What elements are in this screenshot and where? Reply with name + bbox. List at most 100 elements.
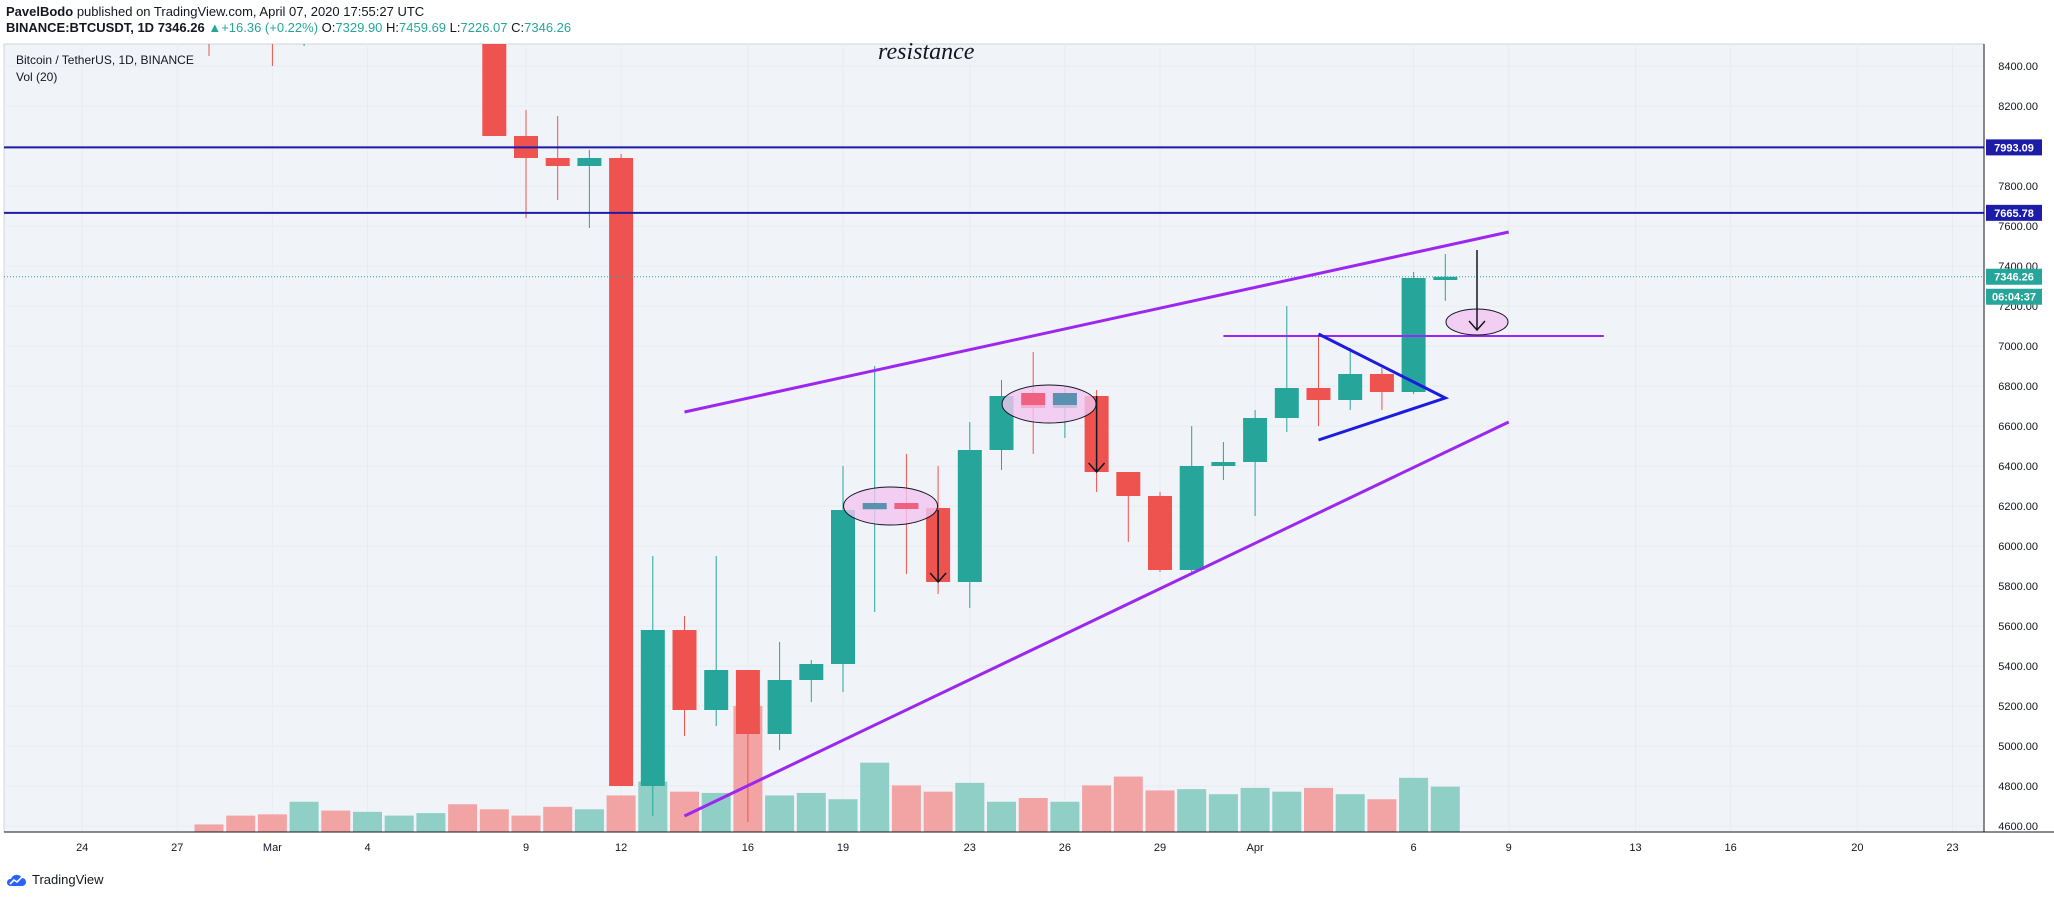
down-arrow-head[interactable] xyxy=(929,572,947,584)
time-axis[interactable]: 24 27 Mar 4 9 12 16 19 23 26 29 Apr 6 9 13 16 20 23 xyxy=(76,842,1959,854)
candle-body[interactable] xyxy=(229,6,253,26)
volume-bar xyxy=(701,792,731,832)
candle-body[interactable] xyxy=(704,670,729,710)
up-triangle-icon: ▲ xyxy=(208,20,222,35)
triangle-pattern[interactable] xyxy=(1317,332,1450,442)
volume-bar xyxy=(1304,787,1333,832)
candle-body[interactable] xyxy=(482,0,507,136)
time-tick-label: 13 xyxy=(1629,842,1641,854)
candle-body[interactable] xyxy=(640,630,665,786)
price-tick-label: 5800.00 xyxy=(1998,581,2038,593)
candle-body[interactable] xyxy=(1243,418,1268,462)
down-arrow-head[interactable] xyxy=(1468,320,1486,332)
publish-line: PavelBodo published on TradingView.com, … xyxy=(6,4,424,19)
candle-body[interactable] xyxy=(1274,388,1299,418)
time-tick-label: 24 xyxy=(76,842,88,854)
price-tick-label: 6200.00 xyxy=(1998,501,2038,513)
volume-bar xyxy=(1145,790,1175,832)
price-tick-label: 6600.00 xyxy=(1998,421,2038,433)
volume-bar xyxy=(923,791,953,832)
price-tick-label: 8400.00 xyxy=(1998,61,2038,73)
candle-body[interactable] xyxy=(1369,374,1394,392)
down-arrow-head[interactable] xyxy=(1088,462,1106,474)
time-tick-label: 4 xyxy=(364,842,370,854)
candle-body[interactable] xyxy=(831,510,855,664)
price-tick-label: 6000.00 xyxy=(1998,541,2038,553)
highlight-ellipse[interactable] xyxy=(1001,384,1097,424)
level-price-tag: 7665.78 xyxy=(1994,208,2034,220)
volume-bar xyxy=(1018,797,1048,832)
volume-bar xyxy=(1240,787,1270,832)
volume-legend: Vol (20) xyxy=(16,70,57,84)
cloud-icon xyxy=(7,874,26,886)
close-value: 7346.26 xyxy=(524,20,572,35)
volume-bar xyxy=(1177,789,1207,832)
volume-bar xyxy=(416,813,446,832)
price-change: +16.36 (+0.22%) xyxy=(221,20,319,35)
candle-body[interactable] xyxy=(1306,388,1331,400)
time-tick-label: 12 xyxy=(615,842,627,854)
author-name[interactable]: PavelBodo xyxy=(6,4,74,19)
candle-body[interactable] xyxy=(767,680,792,734)
time-tick-label: 26 xyxy=(1059,842,1071,854)
candle-body[interactable] xyxy=(197,0,221,6)
price-tick-label: 8200.00 xyxy=(1998,101,2038,113)
volume-bar xyxy=(955,782,985,832)
candle-body[interactable] xyxy=(957,450,982,582)
price-tick-label: 6800.00 xyxy=(1998,381,2038,393)
candle-body[interactable] xyxy=(545,158,570,166)
candle-body[interactable] xyxy=(577,158,602,166)
price-tick-label: 5200.00 xyxy=(1998,701,2038,713)
volume-bar xyxy=(765,795,795,832)
last-price-tag-bg xyxy=(1986,268,2042,285)
drawings[interactable] xyxy=(4,146,1984,818)
volume-bar xyxy=(257,814,287,832)
time-tick-label: 19 xyxy=(837,842,849,854)
time-tick-label: Mar xyxy=(263,842,282,854)
price-axis[interactable]: 4600.00 4800.00 5000.00 5200.00 5400.00 5600.… xyxy=(1998,61,2038,833)
time-tick-label: 16 xyxy=(742,842,754,854)
volume-bar xyxy=(543,806,573,832)
price-tick-label: 7600.00 xyxy=(1998,221,2038,233)
low-label: L: xyxy=(449,20,461,35)
high-label: H: xyxy=(386,20,400,35)
highlighted-candle xyxy=(894,503,919,509)
highlight-ellipse[interactable] xyxy=(843,486,939,526)
volume-bar xyxy=(479,809,509,832)
candle-body[interactable] xyxy=(260,26,284,36)
candle-body[interactable] xyxy=(799,664,824,680)
time-tick-label: 9 xyxy=(1506,842,1512,854)
candle-body[interactable] xyxy=(1148,496,1172,570)
candle-body[interactable] xyxy=(609,158,634,786)
candle-body[interactable] xyxy=(735,670,760,734)
time-tick-label: 23 xyxy=(1946,842,1958,854)
volume-bar xyxy=(1050,801,1080,832)
candle-body[interactable] xyxy=(1211,462,1236,466)
price-tick-label: 4800.00 xyxy=(1998,781,2038,793)
highlighted-candle xyxy=(1021,393,1046,405)
channel-lower-line[interactable] xyxy=(683,420,1510,818)
price-tick-label: 4600.00 xyxy=(1998,821,2038,833)
candle-body[interactable] xyxy=(672,630,697,710)
symbol-label: BINANCE:BTCUSDT, 1D xyxy=(6,20,155,35)
level-price-tag-bg xyxy=(1986,139,2042,156)
resistance-annotation: resistance xyxy=(878,39,975,65)
candle-body[interactable] xyxy=(292,0,316,36)
tradingview-logo[interactable]: TradingView xyxy=(6,872,104,887)
countdown-tag: 06:04:37 xyxy=(1992,292,2036,304)
grid xyxy=(4,44,1984,832)
volume-bar xyxy=(321,810,351,832)
candle-body[interactable] xyxy=(1338,374,1363,400)
channel-upper-line[interactable] xyxy=(684,230,1510,414)
time-tick-label: 16 xyxy=(1724,842,1736,854)
candle-body[interactable] xyxy=(1116,472,1141,496)
open-value: 7329.90 xyxy=(335,20,383,35)
published-info: published on TradingView.com, April 07, … xyxy=(76,4,425,19)
last-price: 7346.26 xyxy=(157,20,205,35)
time-tick-label: 20 xyxy=(1851,842,1863,854)
volume-bar xyxy=(289,801,319,832)
volume-bar xyxy=(1430,786,1460,832)
candle-body[interactable] xyxy=(1179,466,1204,570)
candle-body[interactable] xyxy=(1433,276,1458,281)
